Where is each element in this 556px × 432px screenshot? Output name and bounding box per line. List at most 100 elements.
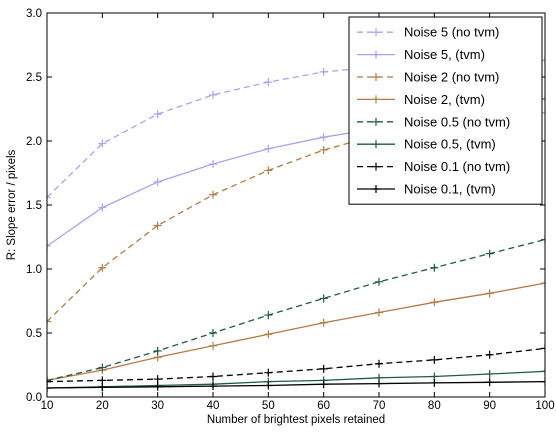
data-point-marker: [485, 249, 494, 258]
data-point-marker: [209, 90, 217, 99]
legend-item: Noise 2 (no tvm): [357, 70, 499, 85]
x-tick-label: 30: [151, 400, 164, 412]
data-point-marker: [264, 311, 273, 320]
legend-swatch-marker: [372, 117, 380, 126]
series-line-8: [47, 380, 545, 389]
y-tick-label: 2.0: [26, 136, 42, 148]
data-point-marker: [98, 376, 107, 385]
data-point-marker: [375, 277, 383, 286]
data-point-marker: [47, 193, 51, 202]
x-tick-label: 70: [373, 400, 386, 412]
x-tick-label: 80: [428, 400, 441, 412]
series-line-4: [47, 282, 545, 382]
ticks-layer: 10 20 30 40 50 60 70 80 90 100 0.0 0.5 1.0 1.5 2.0 2.5 3…: [26, 8, 555, 412]
data-point-marker: [209, 160, 217, 169]
data-point-marker: [47, 241, 51, 250]
series-line-6: [47, 370, 545, 389]
x-tick-label: 20: [96, 400, 109, 412]
data-point-marker: [47, 317, 51, 326]
data-point-marker: [319, 318, 328, 327]
legend-item: Noise 0.1 (no tvm): [357, 159, 510, 174]
data-point-marker: [209, 372, 217, 381]
data-point-marker: [264, 381, 273, 390]
data-point-marker: [430, 355, 439, 364]
y-tick-label: 1.5: [26, 200, 42, 212]
data-point-marker: [264, 144, 273, 153]
series-line-5: [47, 238, 545, 382]
legend: Noise 5 (no tvm) Noise 5, (tvm) Noise 2 (n…: [348, 16, 543, 205]
x-axis-label: Number of brightest pixels retained: [207, 414, 385, 426]
data-point-marker: [47, 376, 51, 385]
legend-box: [348, 16, 543, 205]
legend-item: Noise 0.5, (tvm): [357, 137, 496, 152]
data-point-marker: [319, 133, 328, 142]
data-point-marker: [98, 203, 107, 212]
x-tick-label: 10: [41, 400, 54, 412]
legend-swatch-marker: [372, 28, 380, 37]
legend-label: Noise 0.5, (tvm): [404, 137, 496, 152]
data-point-marker: [153, 177, 162, 186]
data-point-marker: [430, 378, 439, 387]
data-point-marker: [375, 308, 383, 317]
data-point-marker: [209, 341, 217, 350]
data-point-marker: [98, 383, 107, 392]
legend-item: Noise 5, (tvm): [357, 47, 485, 62]
data-point-marker: [541, 367, 545, 376]
legend-item: Noise 5 (no tvm): [357, 25, 499, 40]
legend-item: Noise 0.5 (no tvm): [357, 114, 510, 129]
data-point-marker: [430, 263, 439, 272]
legend-swatch-marker: [372, 140, 380, 149]
data-point-marker: [319, 380, 328, 389]
x-tick-label: 90: [483, 400, 496, 412]
y-axis-label: R: Slope error / pixels: [6, 149, 18, 260]
legend-item: Noise 0.1, (tvm): [357, 182, 496, 197]
data-point-marker: [430, 298, 439, 307]
data-point-marker: [47, 384, 51, 393]
data-point-marker: [264, 368, 273, 377]
data-point-marker: [264, 330, 273, 339]
y-tick-label: 1.0: [26, 264, 42, 276]
y-tick-label: 2.5: [26, 72, 42, 84]
data-point-marker: [541, 235, 545, 244]
data-point-marker: [98, 263, 107, 272]
legend-label: Noise 2, (tvm): [404, 92, 485, 107]
data-point-marker: [264, 166, 273, 175]
series-5: [47, 235, 545, 385]
data-point-marker: [375, 379, 383, 388]
data-point-marker: [485, 289, 494, 298]
data-point-marker: [153, 375, 162, 384]
x-tick-label: 100: [535, 400, 554, 412]
legend-label: Noise 5 (no tvm): [404, 25, 499, 40]
data-point-marker: [153, 110, 162, 119]
data-point-marker: [153, 382, 162, 391]
data-point-marker: [153, 221, 162, 230]
data-point-marker: [153, 346, 162, 355]
legend-swatch-marker: [372, 50, 380, 59]
data-point-marker: [541, 377, 545, 386]
data-point-marker: [485, 350, 494, 359]
data-point-marker: [319, 67, 328, 76]
series-7: [47, 344, 545, 386]
series-8: [47, 377, 545, 393]
legend-swatch-marker: [372, 95, 380, 104]
data-point-marker: [485, 378, 494, 387]
legend-label: Noise 2 (no tvm): [404, 70, 499, 85]
data-point-marker: [264, 78, 273, 87]
data-point-marker: [209, 382, 217, 391]
data-point-marker: [209, 329, 217, 337]
legend-swatch-marker: [372, 185, 380, 193]
y-tick-label: 3.0: [26, 8, 42, 20]
legend-label: Noise 0.1 (no tvm): [404, 159, 510, 174]
data-point-marker: [319, 145, 328, 154]
legend-swatch-marker: [372, 73, 380, 81]
data-point-marker: [319, 364, 328, 373]
data-point-marker: [98, 139, 107, 148]
data-point-marker: [541, 279, 545, 288]
legend-label: Noise 0.1, (tvm): [404, 182, 496, 197]
data-point-marker: [485, 369, 494, 378]
x-tick-label: 60: [317, 400, 330, 412]
y-tick-label: 0.5: [26, 328, 42, 340]
x-tick-label: 40: [207, 400, 220, 412]
